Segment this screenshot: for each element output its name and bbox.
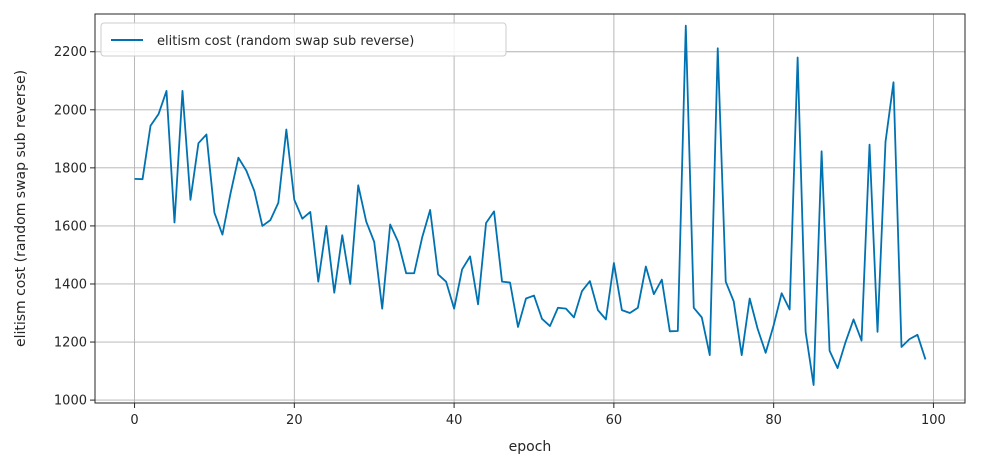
- x-axis: 0 20 40 60 80 100: [130, 403, 946, 428]
- legend-label: elitism cost (random swap sub reverse): [157, 34, 414, 49]
- y-tick-label: 2000: [54, 103, 87, 118]
- x-tick-label: 20: [286, 413, 303, 428]
- y-tick-label: 1000: [54, 394, 87, 409]
- y-tick-label: 1200: [54, 336, 87, 351]
- x-axis-label: epoch: [509, 439, 552, 455]
- x-tick-label: 80: [765, 413, 782, 428]
- y-axis: 1000 1200 1400 1600 1800 2000 2200: [54, 45, 95, 409]
- legend: elitism cost (random swap sub reverse): [100, 22, 507, 57]
- y-tick-label: 1400: [54, 277, 87, 292]
- x-tick-label: 0: [130, 413, 138, 428]
- y-tick-label: 1600: [54, 219, 87, 234]
- series-layer: [134, 24, 927, 386]
- y-tick-label: 1800: [54, 161, 87, 176]
- x-tick-label: 60: [606, 413, 623, 428]
- legend-box: [100, 22, 507, 57]
- y-axis-label: elitism cost (random swap sub reverse): [13, 70, 29, 347]
- series-line: [134, 24, 927, 386]
- y-tick-label: 2200: [54, 45, 87, 60]
- grid-lines: [95, 14, 965, 403]
- plot-frame: [94, 13, 966, 404]
- x-tick-label: 100: [921, 413, 946, 428]
- x-tick-label: 40: [446, 413, 463, 428]
